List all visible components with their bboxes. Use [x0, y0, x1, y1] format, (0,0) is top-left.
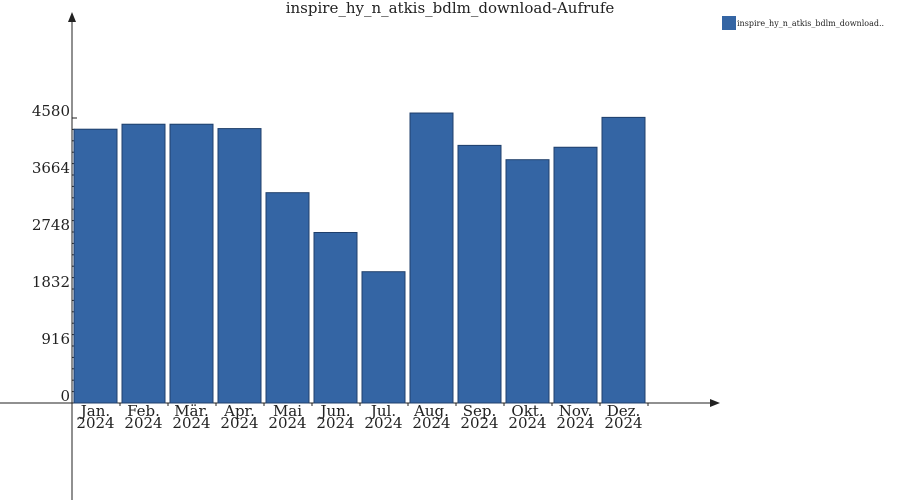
x-tick-label-year: 2024	[508, 414, 546, 432]
legend: inspire_hy_n_atkis_bdlm_download..	[722, 16, 884, 30]
bar[interactable]	[169, 123, 214, 404]
bar[interactable]	[361, 271, 406, 404]
y-tick-label: 3664	[32, 159, 70, 177]
x-tick-label-month: Jan.	[79, 402, 110, 420]
x-tick-label-month: Jul.	[369, 402, 396, 420]
x-tick-label-year: 2024	[604, 414, 642, 432]
x-tick-label-month: Mai	[273, 402, 302, 420]
x-tick-label-year: 2024	[220, 414, 258, 432]
x-tick-label-month: Mär.	[174, 402, 209, 420]
legend-swatch	[722, 16, 736, 30]
x-tick-label-year: 2024	[412, 414, 450, 432]
bar[interactable]	[457, 144, 502, 404]
bar[interactable]	[121, 123, 166, 404]
bar[interactable]	[73, 128, 118, 404]
y-axis-arrow-icon	[68, 12, 76, 22]
y-ticks: 0 916 1832 2748 3664 4580	[32, 102, 77, 405]
x-tick-label-month: Feb.	[127, 402, 160, 420]
x-tick-label-year: 2024	[268, 414, 306, 432]
y-tick-label: 4580	[32, 102, 70, 120]
x-tick-label-month: Dez.	[607, 402, 641, 420]
x-tick-label-month: Sep.	[463, 402, 497, 420]
x-tick-label-year: 2024	[172, 414, 210, 432]
x-tick-label-year: 2024	[316, 414, 354, 432]
bar[interactable]	[217, 128, 262, 404]
x-tick-label-year: 2024	[76, 414, 114, 432]
chart-title: inspire_hy_n_atkis_bdlm_download-Aufrufe	[286, 0, 615, 17]
x-tick-label-month: Okt.	[511, 402, 543, 420]
y-tick-label: 0	[60, 387, 70, 405]
legend-label: inspire_hy_n_atkis_bdlm_download..	[737, 19, 884, 28]
bar[interactable]	[265, 192, 310, 404]
y-tick-label: 916	[41, 330, 70, 348]
bars	[73, 112, 646, 404]
bar[interactable]	[505, 159, 550, 404]
x-tick-label-year: 2024	[460, 414, 498, 432]
x-tick-label-month: Nov.	[559, 402, 593, 420]
bar[interactable]	[313, 231, 358, 404]
x-labels: Jan.2024Feb.2024Mär.2024Apr.2024Mai2024J…	[71, 402, 649, 432]
x-tick-label-month: Jun.	[318, 402, 350, 420]
x-tick-label-year: 2024	[364, 414, 402, 432]
y-tick-label: 2748	[32, 216, 70, 234]
bar[interactable]	[553, 146, 598, 404]
x-tick-label-year: 2024	[556, 414, 594, 432]
y-tick-label: 1832	[32, 273, 70, 291]
x-axis-arrow-icon	[710, 399, 720, 407]
x-tick-label-year: 2024	[124, 414, 162, 432]
x-tick-label-month: Aug.	[413, 402, 449, 420]
x-tick-label-month: Apr.	[223, 402, 255, 420]
bar[interactable]	[601, 116, 646, 404]
bar[interactable]	[409, 112, 454, 404]
